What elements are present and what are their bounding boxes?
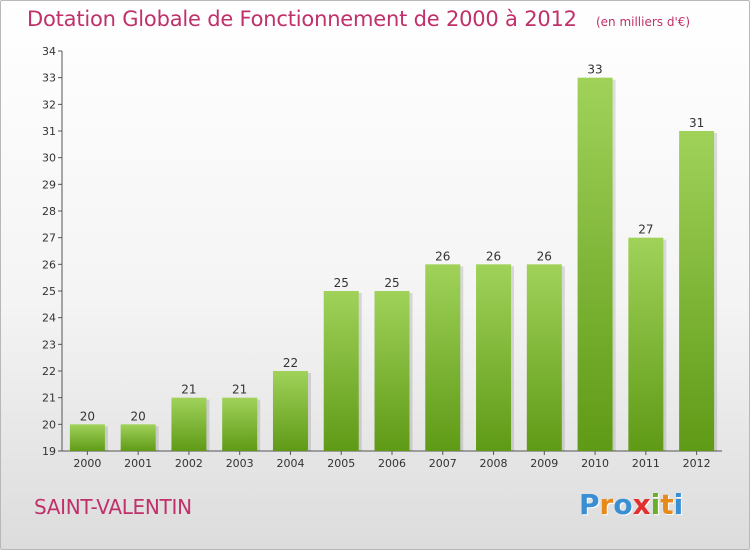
y-tick-label: 22 bbox=[42, 365, 56, 378]
y-tick-label: 32 bbox=[42, 98, 56, 111]
x-tick-label: 2004 bbox=[276, 457, 304, 470]
labels: 2000 20 2001 20 2002 21 2003 21 2004 22 2005 25 2006… bbox=[73, 63, 710, 470]
y-tick-label: 34 bbox=[42, 45, 56, 58]
bar-2000 bbox=[69, 424, 105, 451]
y-tick-label: 27 bbox=[42, 232, 56, 245]
x-tick-label: 2012 bbox=[683, 457, 711, 470]
data-label: 26 bbox=[486, 249, 501, 263]
y-tick-label: 23 bbox=[42, 338, 56, 351]
bar-2010 bbox=[577, 77, 613, 452]
y-tick-label: 30 bbox=[42, 152, 56, 165]
logo-letter: o bbox=[613, 488, 633, 521]
logo-letter: i bbox=[673, 488, 684, 521]
x-tick-label: 2007 bbox=[429, 457, 457, 470]
logo-letter: x bbox=[632, 488, 651, 521]
y-tick-label: 21 bbox=[42, 392, 56, 405]
data-label: 25 bbox=[384, 276, 399, 290]
x-tick-label: 2003 bbox=[226, 457, 254, 470]
x-tick-label: 2009 bbox=[530, 457, 558, 470]
y-tick-label: 26 bbox=[42, 258, 56, 271]
bar-2005 bbox=[323, 291, 359, 451]
y-tick-label: 31 bbox=[42, 125, 56, 138]
chart-subtitle: (en milliers d'€) bbox=[595, 15, 691, 29]
x-tick-label: 2010 bbox=[581, 457, 609, 470]
logo-letter: t bbox=[660, 488, 674, 521]
x-tick-label: 2011 bbox=[632, 457, 660, 470]
data-label: 20 bbox=[131, 409, 146, 423]
axes: 19 20 21 22 23 24 25 26 27 28 29 30 31 32 33 34 bbox=[42, 45, 722, 458]
x-tick-label: 2000 bbox=[73, 457, 101, 470]
bar-2007 bbox=[425, 264, 461, 451]
x-tick-label: 2005 bbox=[327, 457, 355, 470]
bars bbox=[69, 77, 718, 452]
x-tick-label: 2006 bbox=[378, 457, 406, 470]
data-label: 22 bbox=[283, 356, 298, 370]
data-label: 21 bbox=[181, 383, 196, 397]
bar-2001 bbox=[120, 424, 156, 451]
place-name: SAINT-VALENTIN bbox=[34, 495, 192, 519]
chart-title: Dotation Globale de Fonctionnement de 20… bbox=[27, 7, 577, 31]
bar-2011 bbox=[628, 237, 664, 451]
y-tick-label: 28 bbox=[42, 205, 56, 218]
title-row: Dotation Globale de Fonctionnement de 20… bbox=[27, 7, 690, 31]
bar-2006 bbox=[374, 291, 410, 451]
logo-letter: i bbox=[650, 488, 661, 521]
data-label: 31 bbox=[689, 116, 704, 130]
data-label: 21 bbox=[232, 383, 247, 397]
y-tick-label: 24 bbox=[42, 312, 56, 325]
y-tick-label: 19 bbox=[42, 445, 56, 458]
data-label: 25 bbox=[334, 276, 349, 290]
bar-2008 bbox=[476, 264, 512, 451]
data-label: 33 bbox=[587, 63, 602, 77]
data-label: 26 bbox=[537, 249, 552, 263]
x-tick-label: 2001 bbox=[124, 457, 152, 470]
proxiti-logo: Proxiti bbox=[579, 488, 683, 521]
y-tick-label: 29 bbox=[42, 178, 56, 191]
logo-letter: P bbox=[579, 488, 600, 521]
x-tick-label: 2008 bbox=[480, 457, 508, 470]
logo-letter: r bbox=[599, 488, 614, 521]
x-tick-label: 2002 bbox=[175, 457, 203, 470]
data-label: 26 bbox=[435, 249, 450, 263]
y-tick-label: 25 bbox=[42, 285, 56, 298]
bar-2002 bbox=[171, 397, 207, 451]
bar-2009 bbox=[526, 264, 562, 451]
data-label: 27 bbox=[638, 223, 653, 237]
bar-2004 bbox=[272, 371, 308, 451]
bar-2003 bbox=[222, 397, 258, 451]
y-tick-label: 20 bbox=[42, 418, 56, 431]
y-tick-label: 33 bbox=[42, 72, 56, 85]
data-label: 20 bbox=[80, 409, 95, 423]
bar-2012 bbox=[679, 131, 715, 451]
